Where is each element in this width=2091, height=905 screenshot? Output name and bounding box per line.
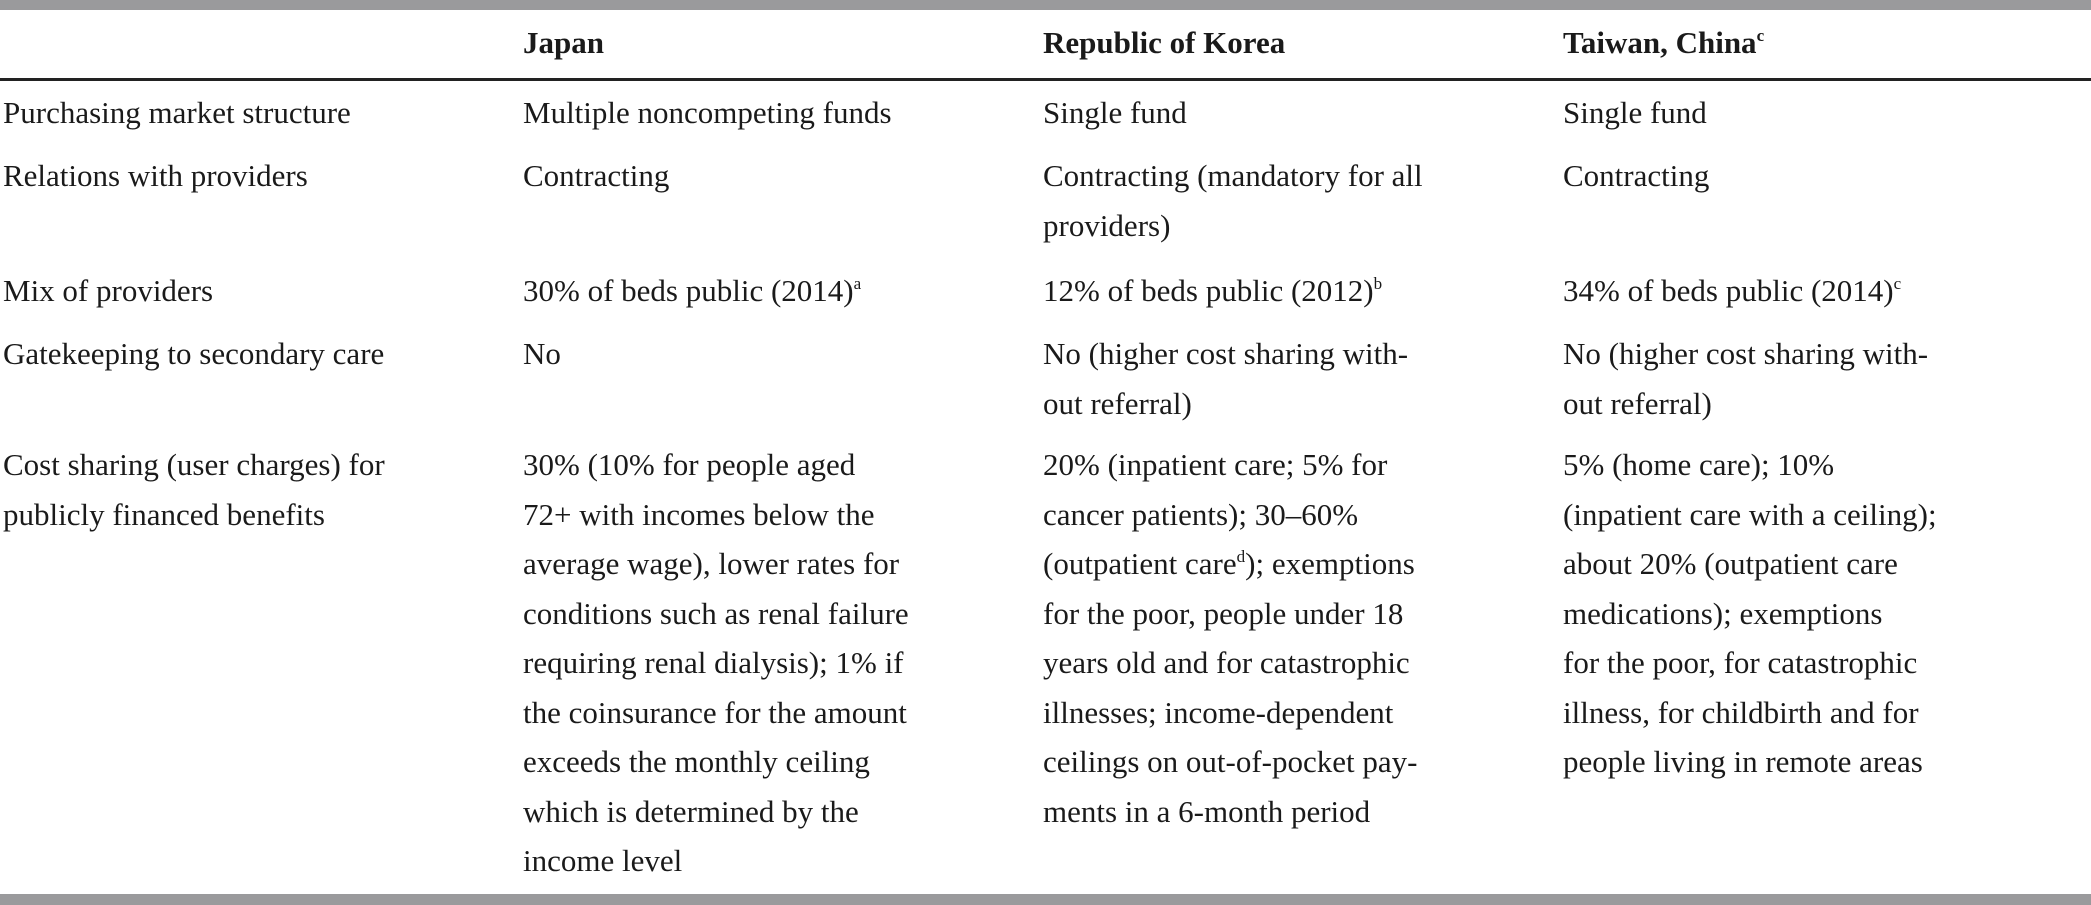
row-label: Cost sharing (user charges) for publicly … (3, 440, 385, 539)
cell-text: average wage), lower rates for (523, 546, 900, 581)
cell-text: conditions such as renal failure (523, 595, 909, 631)
cell-text: Relations with providers (3, 158, 308, 193)
cell-text: 30% of beds public (2014) (523, 273, 854, 308)
cell-taiwan: Contracting (1563, 151, 1709, 201)
cell-text: ); exemptions (1245, 546, 1415, 581)
cell-text: Japan (523, 25, 604, 60)
cell-text: out referral) (1043, 385, 1192, 421)
cell-taiwan: 34% of beds public (2014)c (1563, 266, 1901, 316)
cell-text: Taiwan, Chinac (1563, 18, 1764, 68)
cell-text: 12% of beds public (2012)b (1043, 266, 1382, 316)
cell-text: ceilings on out-of-pocket pay- (1043, 744, 1418, 779)
cell-text: out referral) (1563, 385, 1712, 421)
cell-text: No (higher cost sharing with- (1563, 336, 1929, 371)
cell-text: 20% (inpatient care; 5% for (1043, 447, 1388, 482)
cell-text: No (higher cost sharing with- (1043, 336, 1409, 371)
cell-text: 5% (home care); 10% (1563, 447, 1835, 482)
cell-text: 30% (10% for people aged (523, 447, 856, 482)
row-label: Gatekeeping to secondary care (3, 329, 384, 379)
header-taiwan: Taiwan, Chinac (1563, 18, 1764, 68)
cell-text: medications); exemptions (1563, 595, 1883, 631)
cell-text: 12% of beds public (2012) (1043, 273, 1374, 308)
cell-text: people living in remote areas (1563, 744, 1923, 779)
cell-text: Mix of providers (3, 273, 214, 308)
footnote-marker: c (1756, 26, 1765, 46)
cell-korea: Single fund (1043, 88, 1187, 138)
cell-text: Purchasing market structure (3, 95, 351, 130)
cell-text: years old and for catastrophic (1043, 645, 1410, 680)
cell-text: 72+ with incomes below the (523, 496, 875, 532)
cell-text: about 20% (outpatient care (1563, 546, 1898, 581)
cell-japan: Multiple noncompeting funds (523, 88, 892, 138)
cell-korea: No (higher cost sharing with-out referra… (1043, 329, 1408, 428)
cell-text: Contracting (mandatory for all (1043, 158, 1423, 193)
cell-text: Single fund (1563, 95, 1707, 130)
cell-text: (outpatient care (1043, 546, 1237, 581)
cell-text: Single fund (1043, 95, 1187, 130)
top-border (0, 0, 2091, 10)
cell-japan: 30% (10% for people aged 72+ with incomes… (523, 440, 909, 886)
header-japan: Japan (523, 18, 604, 68)
cell-text: Gatekeeping to secondary care (3, 336, 385, 371)
row-label: Relations with providers (3, 151, 308, 201)
bottom-border (0, 894, 2091, 905)
cell-text: Contracting (523, 158, 670, 193)
cell-text: Multiple noncompeting funds (523, 95, 892, 130)
cell-text: Contracting (1563, 158, 1710, 193)
cell-korea: Contracting (mandatory for all providers) (1043, 151, 1423, 250)
cell-text: for the poor, people under 18 (1043, 595, 1404, 631)
footnote-marker: d (1236, 547, 1246, 567)
cell-text: No (523, 336, 561, 371)
cell-text: cancer patients); 30–60% (1043, 496, 1359, 532)
cell-text: (outpatient cared); exemptions (1043, 539, 1417, 589)
cell-text: the coinsurance for the amount (523, 694, 907, 730)
cell-text: requiring renal dialysis); 1% if (523, 645, 904, 680)
cell-korea: 20% (inpatient care; 5% for cancer patien… (1043, 440, 1417, 836)
cell-text: income level (523, 843, 683, 878)
cell-text: 34% of beds public (2014) (1563, 273, 1894, 308)
cell-text: for the poor, for catastrophic (1563, 645, 1918, 680)
cell-japan: Contracting (523, 151, 669, 201)
header-korea: Republic of Korea (1043, 18, 1285, 68)
cell-text: which is determined by the (523, 793, 859, 829)
cell-text: Cost sharing (user charges) for (3, 447, 385, 482)
footnote-marker: a (853, 274, 862, 294)
cell-japan: 30% of beds public (2014)a (523, 266, 861, 316)
header-rule (0, 78, 2091, 81)
cell-japan: No (523, 329, 561, 379)
cell-text: Taiwan, China (1563, 25, 1757, 60)
cell-taiwan: No (higher cost sharing with-out referra… (1563, 329, 1928, 428)
cell-text: (inpatient care with a ceiling); (1563, 496, 1937, 532)
row-label: Purchasing market structure (3, 88, 351, 138)
cell-text: providers) (1043, 207, 1171, 243)
cell-text: publicly financed benefits (3, 496, 325, 532)
row-label: Mix of providers (3, 266, 213, 316)
cell-text: exceeds the monthly ceiling (523, 744, 870, 779)
footnote-marker: c (1893, 274, 1902, 294)
cell-text: ments in a 6-month period (1043, 793, 1371, 829)
footnote-marker: b (1373, 274, 1383, 294)
cell-taiwan: 5% (home care); 10% (inpatient care with … (1563, 440, 1937, 787)
cell-text: 34% of beds public (2014)c (1563, 266, 1901, 316)
cell-text: illness, for childbirth and for (1563, 694, 1919, 730)
cell-text: 30% of beds public (2014)a (523, 266, 861, 316)
cell-text: Republic of Korea (1043, 25, 1286, 60)
cell-taiwan: Single fund (1563, 88, 1707, 138)
cell-korea: 12% of beds public (2012)b (1043, 266, 1382, 316)
cell-text: illnesses; income-dependent (1043, 694, 1394, 730)
